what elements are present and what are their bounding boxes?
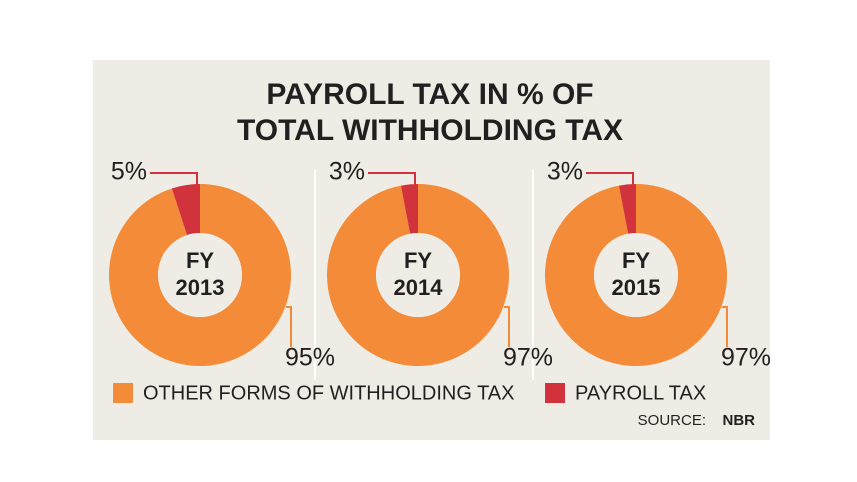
title-line: TOTAL WITHHOLDING TAX [237, 114, 623, 147]
legend-swatch [545, 383, 565, 403]
center-label: 2013 [176, 275, 225, 300]
value-label: 3% [547, 158, 583, 186]
donut-slice [109, 184, 292, 367]
value-label: 95% [285, 344, 335, 372]
leader-line [286, 306, 292, 347]
leader-line [150, 172, 198, 187]
donut-hole [594, 233, 678, 317]
donut-slice [545, 184, 727, 367]
legend-swatch [113, 383, 133, 403]
center-label: FY [404, 248, 432, 273]
value-label: 3% [329, 158, 365, 186]
center-label: FY [622, 248, 650, 273]
source-label: SOURCE: [638, 412, 706, 429]
center-label: 2014 [394, 275, 444, 300]
title-line: PAYROLL TAX IN % OF [266, 78, 593, 111]
leader-line [504, 306, 510, 347]
leader-line [368, 172, 416, 187]
donut-slice [171, 184, 200, 236]
legend-label: OTHER FORMS OF WITHHOLDING TAX [143, 382, 514, 404]
donut-slice [326, 184, 509, 366]
value-label: 97% [503, 344, 553, 372]
leader-line [722, 306, 728, 347]
donut-hole [376, 233, 460, 317]
center-label: FY [186, 248, 214, 273]
legend-label: PAYROLL TAX [575, 382, 706, 404]
donut-hole [158, 233, 242, 317]
center-label: 2015 [612, 275, 661, 300]
donut-slice [400, 184, 418, 234]
donut-slice [618, 184, 636, 234]
leader-line [586, 172, 634, 187]
source-name: NBR [723, 412, 756, 429]
value-label: 5% [111, 158, 147, 186]
value-label: 97% [721, 344, 771, 372]
